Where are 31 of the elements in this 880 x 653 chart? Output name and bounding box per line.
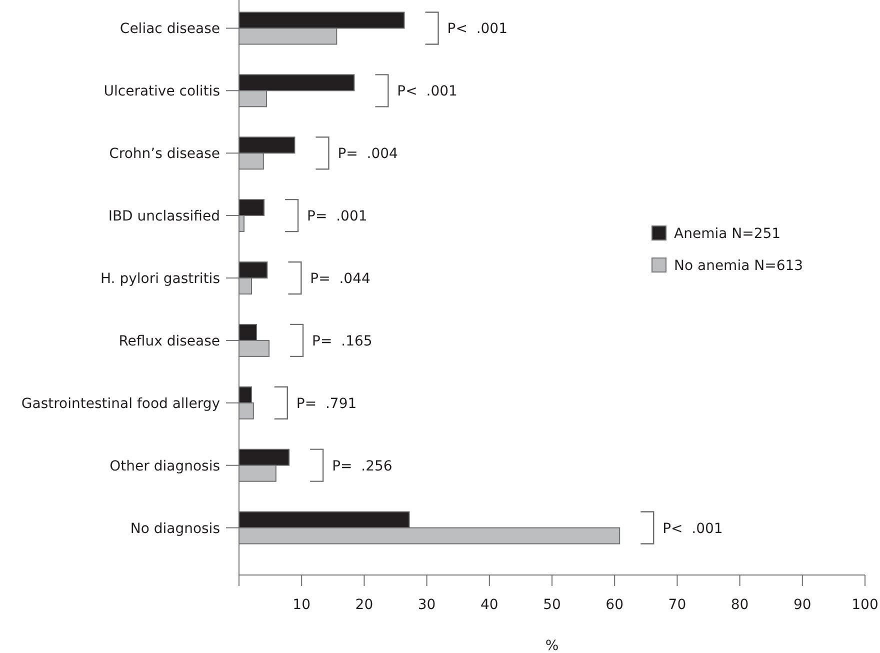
y-tick-label: Celiac disease <box>120 21 220 38</box>
x-tick-label: 50 <box>543 597 561 613</box>
x-axis-title: % <box>545 638 559 653</box>
annotation: P< .001 <box>397 84 458 100</box>
annotation: P= .001 <box>307 208 368 225</box>
y-tick-label: Gastrointestinal food allergy <box>21 396 220 412</box>
x-tick-label: 10 <box>292 597 311 613</box>
x-tick-label: 60 <box>606 597 624 613</box>
y-tick-label: Crohn’s disease <box>109 146 220 162</box>
annotation: P< .001 <box>662 520 723 537</box>
x-tick-label: 70 <box>668 597 686 613</box>
y-tick-label: Ulcerative colitis <box>104 84 220 100</box>
legend-label: No anemia N=613 <box>674 258 804 274</box>
y-tick-label: H. pylori gastritis <box>100 271 220 287</box>
x-tick-label: 100 <box>852 597 878 613</box>
y-tick-label: No diagnosis <box>130 520 220 537</box>
annotation: P= .791 <box>296 396 357 412</box>
x-tick-label: 80 <box>730 597 749 613</box>
y-tick-label: Other diagnosis <box>110 458 220 474</box>
y-tick-label: IBD unclassified <box>108 208 220 225</box>
x-tick-label: 30 <box>418 597 436 613</box>
x-tick-label: 90 <box>793 597 812 613</box>
x-tick-label: 40 <box>480 597 498 613</box>
annotation: P= .256 <box>332 458 392 474</box>
y-tick-label: Reflux disease <box>118 333 220 350</box>
x-tick-label: 20 <box>355 597 374 613</box>
annotation: P= .165 <box>312 333 372 350</box>
annotation: P< .001 <box>447 21 508 38</box>
annotation: P= .004 <box>338 146 398 162</box>
legend-label: Anemia N=251 <box>674 226 781 242</box>
annotation: P= .044 <box>310 271 371 287</box>
